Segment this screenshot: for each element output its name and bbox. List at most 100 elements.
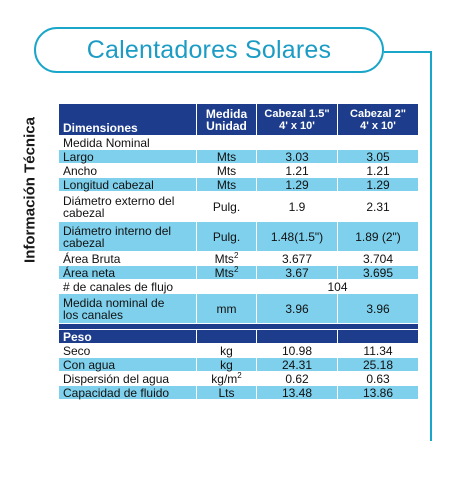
row-label: # de canales de flujo: [58, 279, 197, 294]
row-value-2: 1.89 (2"): [337, 221, 419, 252]
row-label: Diámetro externo del cabezal: [58, 191, 197, 222]
row-value-1: 24.31: [256, 357, 338, 372]
row-value-2: 3.96: [337, 293, 419, 324]
unit-superscript: 2: [233, 264, 239, 274]
unit-text: Mts: [214, 265, 234, 280]
row-value-2: [337, 135, 419, 150]
row-value-1: 1.29: [256, 177, 338, 192]
header-cabezal-1-line1: Cabezal 1.5": [264, 107, 330, 120]
row-label: Capacidad de fluido: [58, 385, 197, 400]
row-label: Medida nominal de los canales: [58, 293, 197, 324]
side-label-text: Información Técnica: [21, 117, 38, 263]
table-row: Área Bruta Mts2 3.677 3.704: [58, 250, 419, 266]
row-value-2: 3.704: [337, 251, 419, 266]
table-row: Longitud cabezal Mts 1.29 1.29: [58, 177, 419, 192]
row-value-merged: 104: [256, 279, 419, 294]
row-value-2: 3.05: [337, 149, 419, 164]
row-label: Con agua: [58, 357, 197, 372]
row-label-line2: cabezal: [63, 235, 105, 250]
row-value-1: 10.98: [256, 343, 338, 358]
row-label: Diámetro interno del cabezal: [58, 221, 197, 252]
row-unit: kg: [196, 357, 257, 372]
row-unit: Mts: [196, 149, 257, 164]
row-unit: kg/m2: [196, 370, 257, 386]
table-row: Largo Mts 3.03 3.05: [58, 149, 419, 164]
title-box: Calentadores Solares: [34, 27, 384, 73]
row-label-line1: Diámetro interno del: [63, 223, 172, 238]
row-value-2: 13.86: [337, 385, 419, 400]
table-row: Diámetro interno del cabezal Pulg. 1.48(…: [58, 221, 419, 252]
table-row: Área neta Mts2 3.67 3.695: [58, 264, 419, 280]
row-value-1: 3.67: [256, 265, 338, 280]
header-medida: Medida Unidad: [196, 103, 257, 136]
row-label-line1: Medida nominal de: [63, 295, 165, 310]
table-row: # de canales de flujo 104: [58, 279, 419, 294]
row-value-1: 3.96: [256, 293, 338, 324]
header-cabezal-2-line1: Cabezal 2": [350, 107, 406, 120]
table-row: Dispersión del agua kg/m2 0.62 0.63: [58, 370, 419, 386]
row-label-line2: los canales: [63, 307, 124, 322]
row-unit: kg: [196, 343, 257, 358]
row-label-line1: Diámetro externo del: [63, 193, 175, 208]
spec-table: Dimensiones Medida Unidad Cabezal 1.5" 4…: [58, 103, 419, 400]
row-unit: Mts2: [196, 264, 257, 280]
row-unit: Pulg.: [196, 191, 257, 222]
header-cabezal-2: Cabezal 2" 4' x 10': [337, 103, 419, 136]
row-value-2: 1.21: [337, 163, 419, 178]
row-value-2: 3.695: [337, 265, 419, 280]
row-label: Largo: [58, 149, 197, 164]
row-unit: [196, 279, 257, 294]
row-label: Seco: [58, 343, 197, 358]
row-label: Área Bruta: [58, 251, 197, 266]
header-dimensiones: Dimensiones: [58, 103, 197, 136]
row-label: Ancho: [58, 163, 197, 178]
row-label: Dispersión del agua: [58, 371, 197, 386]
unit-superscript: 2: [237, 370, 242, 380]
title-connector-horizontal: [384, 51, 432, 53]
row-value-1: 1.48(1.5"): [256, 221, 338, 252]
row-unit: Mts2: [196, 250, 257, 266]
unit-text: Mts: [214, 251, 234, 266]
table-row: Medida Nominal: [58, 135, 419, 150]
row-value-1: 3.03: [256, 149, 338, 164]
section-header-label: Peso: [58, 329, 197, 344]
row-unit: Lts: [196, 385, 257, 400]
page-title: Calentadores Solares: [86, 35, 332, 64]
row-value-1: 0.62: [256, 371, 338, 386]
row-unit: Mts: [196, 177, 257, 192]
header-cabezal-2-line2: 4' x 10': [360, 119, 396, 132]
side-label: Información Técnica: [2, 100, 57, 280]
header-cabezal-1-line2: 4' x 10': [279, 119, 315, 132]
table-row: Diámetro externo del cabezal Pulg. 1.9 2…: [58, 191, 419, 222]
row-unit: Mts: [196, 163, 257, 178]
row-value-2: 11.34: [337, 343, 419, 358]
row-value-1: 13.48: [256, 385, 338, 400]
table-row: Medida nominal de los canales mm 3.96 3.…: [58, 293, 419, 324]
unit-superscript: 2: [233, 250, 239, 260]
row-label: Medida Nominal: [58, 135, 197, 150]
row-unit: mm: [196, 293, 257, 324]
row-value-1: 3.677: [256, 251, 338, 266]
row-label: Longitud cabezal: [58, 177, 197, 192]
header-medida-line2: Unidad: [206, 118, 247, 133]
row-unit: [196, 135, 257, 150]
row-value-2: 0.63: [337, 371, 419, 386]
section-header-peso: Peso: [58, 329, 419, 344]
row-label-line2: cabezal: [63, 205, 105, 220]
header-medida-line1: Medida: [205, 106, 248, 121]
row-value-2: 2.31: [337, 191, 419, 222]
row-value-2: 25.18: [337, 357, 419, 372]
row-unit: Pulg.: [196, 221, 257, 252]
row-value-1: [256, 135, 338, 150]
table-row: Capacidad de fluido Lts 13.48 13.86: [58, 385, 419, 400]
table-row: Seco kg 10.98 11.34: [58, 343, 419, 358]
table-row: Con agua kg 24.31 25.18: [58, 357, 419, 372]
table-header-row: Dimensiones Medida Unidad Cabezal 1.5" 4…: [58, 103, 419, 136]
title-connector-vertical: [430, 51, 432, 441]
header-cabezal-1: Cabezal 1.5" 4' x 10': [256, 103, 338, 136]
row-value-1: 1.9: [256, 191, 338, 222]
row-label: Área neta: [58, 265, 197, 280]
row-value-1: 1.21: [256, 163, 338, 178]
table-row: Ancho Mts 1.21 1.21: [58, 163, 419, 178]
row-value-2: 1.29: [337, 177, 419, 192]
